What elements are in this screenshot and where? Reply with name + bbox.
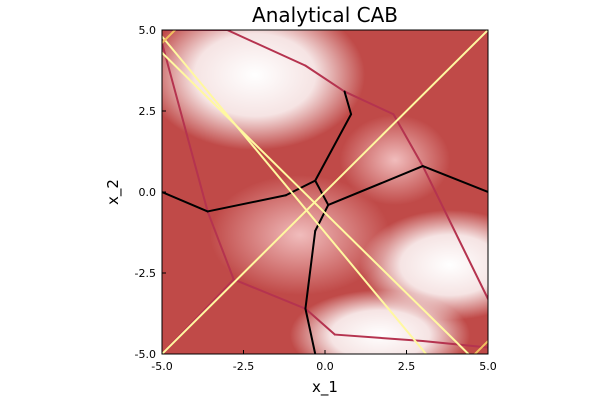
series-black_lines-segment-10 — [304, 307, 317, 354]
series-crimson_lines-segment-7 — [392, 113, 424, 168]
series-crimson_lines-segment-11 — [333, 333, 424, 343]
series-yellow_lines-segment-1 — [162, 35, 428, 354]
light-region-bottom — [290, 290, 470, 354]
series-black_lines-segment-6 — [421, 165, 488, 193]
light-region-center — [210, 175, 390, 295]
y-tick-label: 5.0 — [139, 24, 157, 37]
x-tick-label: 5.0 — [479, 360, 497, 373]
chart-title: Analytical CAB — [252, 3, 398, 27]
series-crimson_lines-segment-10 — [304, 307, 336, 336]
series-black_lines-segment-7 — [314, 179, 330, 206]
y-tick-label: 2.5 — [139, 105, 157, 118]
x-tick-label: -2.5 — [233, 360, 254, 373]
plot-area — [162, 30, 488, 354]
y-tick-label: -5.0 — [135, 348, 156, 361]
series-black_lines-segment-1 — [206, 194, 287, 213]
series-black_lines-segment-9 — [304, 229, 317, 310]
x-tick-label: 2.5 — [398, 360, 416, 373]
series-crimson_lines-segment-1 — [206, 210, 235, 281]
series-crimson_lines-segment-12 — [421, 340, 488, 349]
series-orange_lines-segment-0 — [162, 30, 177, 44]
series-black_lines-segment-5 — [327, 165, 424, 206]
y-tick-label: 0.0 — [139, 186, 157, 199]
x-tick-label: -5.0 — [151, 360, 172, 373]
series-black_lines-segment-8 — [314, 203, 330, 232]
series-crimson_lines-segment-4 — [226, 30, 307, 67]
series-crimson_lines-segment-9 — [232, 278, 307, 310]
series-crimson_lines-segment-8 — [421, 165, 488, 300]
light-region-upper-right — [340, 115, 450, 205]
series-yellow_lines-segment-0 — [162, 51, 470, 354]
series-black_lines-segment-4 — [343, 90, 353, 116]
series-yellow_lines-segment-2 — [162, 30, 488, 354]
y-axis-ticks: -5.0 -2.5 0.0 2.5 5.0 — [135, 24, 166, 361]
boundary-lines — [162, 30, 488, 354]
series-crimson_lines-segment-0 — [162, 41, 209, 213]
series-crimson_lines-segment-6 — [343, 90, 395, 116]
series-crimson_lines-segment-5 — [304, 64, 346, 93]
y-axis-label: x_2 — [104, 179, 123, 205]
y-tick-label: -2.5 — [135, 267, 156, 280]
light-region-top-left — [162, 30, 365, 150]
heatmap-light-regions — [162, 30, 488, 354]
x-axis-label: x_1 — [312, 378, 338, 397]
series-black_lines-segment-0 — [162, 191, 209, 213]
x-tick-label: 0.0 — [316, 360, 334, 373]
x-axis-ticks: -5.0 -2.5 0.0 2.5 5.0 — [151, 350, 497, 373]
series-orange_lines-segment-1 — [473, 340, 488, 354]
series-black_lines-segment-3 — [314, 113, 353, 182]
